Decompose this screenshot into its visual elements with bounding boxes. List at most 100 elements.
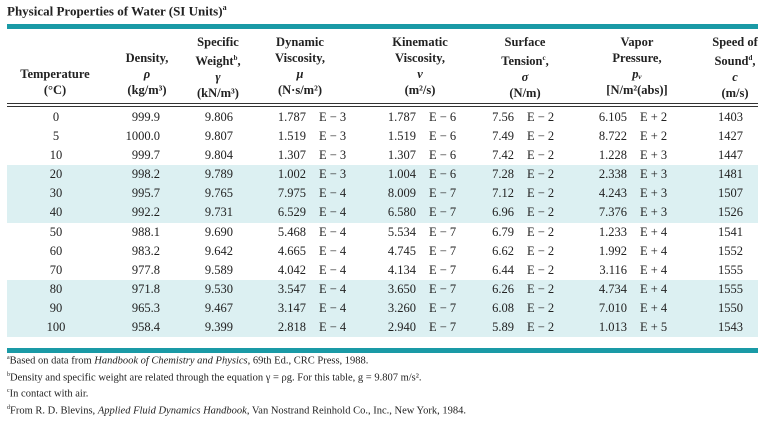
table-cell: 1552 [718, 243, 743, 258]
table-cell: E + 2 [640, 129, 668, 144]
table-cell: 50 [49, 224, 63, 239]
table-cell: E − 4 [319, 262, 347, 277]
table-cell: 1.787 [277, 110, 306, 124]
table-cell: 1.233 [598, 224, 627, 239]
table-cell: 4.243 [598, 186, 627, 201]
table-cell: 7.49 [492, 129, 514, 144]
table-cell: 4.134 [387, 262, 416, 277]
table-cell: 998.2 [131, 167, 160, 182]
table-cell: 1541 [718, 224, 743, 239]
table-cell: E + 5 [640, 320, 668, 335]
table-cell: 1507 [718, 186, 743, 201]
table-cell: 10 [49, 148, 63, 163]
table-cell: E − 2 [527, 129, 555, 144]
table-cell: 4.745 [387, 243, 416, 258]
table-row: 60 983.2 9.642 4.665 E − 4 4.745 E − 7 6.62 E − … [7, 242, 758, 261]
header-surface-tension: Surface Tensionc, σ (N/m) [501, 35, 549, 101]
table-cell: 1543 [718, 320, 743, 335]
table-cell: 1.787 [387, 110, 416, 124]
table-cell: E − 7 [429, 320, 457, 335]
table-cell: E + 3 [640, 148, 668, 163]
table-cell: E − 4 [319, 300, 347, 315]
table-cell: 6.580 [387, 205, 416, 220]
table-cell: E + 3 [640, 205, 668, 220]
table-cell: E − 2 [527, 281, 555, 296]
table-cell: 30 [49, 186, 63, 201]
table-cell: 999.7 [131, 148, 160, 163]
footnote: bDensity and specific weight are related… [7, 371, 422, 384]
header-specific-weight: Specific Weightb, γ (kN/m³) [195, 35, 241, 101]
table-cell: E − 4 [319, 320, 347, 335]
table-cell: 20 [49, 167, 63, 182]
table-cell: 40 [49, 205, 63, 220]
table-cell: 9.642 [204, 243, 233, 258]
table-cell: 3.147 [277, 300, 306, 315]
table-cell: 9.399 [204, 320, 233, 335]
table-cell: E − 6 [429, 129, 457, 144]
table-cell: 80 [49, 281, 63, 296]
table-cell: 9.804 [204, 148, 233, 163]
table-cell: E − 2 [527, 243, 555, 258]
table-cell: E + 3 [640, 167, 668, 182]
table-cell: E − 7 [429, 262, 457, 277]
table-cell: E − 4 [319, 224, 347, 239]
table-cell: 977.8 [131, 262, 160, 277]
table-cell: E − 2 [527, 320, 555, 335]
table-cell: E − 7 [429, 186, 457, 201]
table-cell: E − 7 [429, 243, 457, 258]
table-cell: 5 [52, 129, 60, 144]
table-cell: 965.3 [131, 300, 160, 315]
table-cell: E − 2 [527, 186, 555, 201]
table-cell: 7.376 [598, 205, 627, 220]
table-cell: E − 7 [429, 205, 457, 220]
table-cell: E + 4 [640, 300, 668, 315]
table-cell: 6.96 [492, 205, 514, 220]
table-cell: E + 4 [640, 281, 668, 296]
table-cell: 1.002 [277, 167, 306, 182]
table-cell: E − 2 [527, 224, 555, 239]
table-cell: 1555 [718, 262, 743, 277]
table-row: 40 992.2 9.731 6.529 E − 4 6.580 E − 7 6.96 E − … [7, 203, 758, 223]
table-row: 5 1000.0 9.807 1.519 E − 3 1.519 E − 6 7.49 E − … [7, 127, 758, 146]
table-cell: 7.28 [492, 167, 514, 182]
table-cell: 3.116 [599, 262, 627, 277]
table-cell: E − 3 [319, 148, 347, 163]
table-cell: E + 3 [640, 186, 668, 201]
table-cell: E + 4 [640, 243, 668, 258]
table-cell: 1.307 [387, 148, 416, 163]
table-cell: E − 4 [319, 281, 347, 296]
table-cell: 2.818 [277, 320, 306, 335]
table-cell: 7.010 [598, 300, 627, 315]
table-cell: 7.975 [277, 186, 306, 201]
table-cell: 9.806 [204, 110, 233, 124]
table-cell: 2.940 [387, 320, 416, 335]
table-cell: E − 3 [319, 129, 347, 144]
header-dynamic-viscosity: Dynamic Viscosity, μ (N·s/m²) [275, 35, 325, 97]
table-body: 0 999.9 9.806 1.787 E − 3 1.787 E − 6 7.56 E − 2… [7, 108, 758, 338]
table-row: 30 995.7 9.765 7.975 E − 4 8.009 E − 7 7.12 E − … [7, 184, 758, 204]
table-cell: 988.1 [131, 224, 160, 239]
table-cell: E − 2 [527, 262, 555, 277]
table-cell: 9.807 [204, 129, 233, 144]
table-cell: 90 [49, 300, 63, 315]
header-divider [7, 106, 758, 107]
table-row: 80 971.8 9.530 3.547 E − 4 3.650 E − 7 6.26 E − … [7, 279, 758, 299]
table-cell: 2.338 [598, 167, 627, 182]
table-cell: 100 [46, 320, 66, 335]
table-row: 10 999.7 9.804 1.307 E − 3 1.307 E − 6 7.42 E − … [7, 146, 758, 165]
table-cell: 992.2 [131, 205, 160, 220]
table-cell: 1.228 [598, 148, 627, 163]
table-cell: 9.731 [204, 205, 233, 220]
table-cell: E + 4 [640, 262, 668, 277]
footnote: dFrom R. D. Blevins, Applied Fluid Dynam… [7, 405, 466, 417]
footnote: cIn contact with air. [7, 388, 89, 400]
table-cell: 9.789 [204, 167, 233, 182]
table-row: 20 998.2 9.789 1.002 E − 3 1.004 E − 6 7.28 E − … [7, 165, 758, 185]
table-cell: 0 [52, 110, 60, 124]
table-cell: 4.665 [277, 243, 306, 258]
table-cell: 1.519 [277, 129, 306, 144]
table-cell: 1.013 [598, 320, 627, 335]
table-cell: E − 3 [319, 110, 347, 124]
table-cell: 9.765 [204, 186, 233, 201]
table-cell: 7.12 [492, 186, 514, 201]
